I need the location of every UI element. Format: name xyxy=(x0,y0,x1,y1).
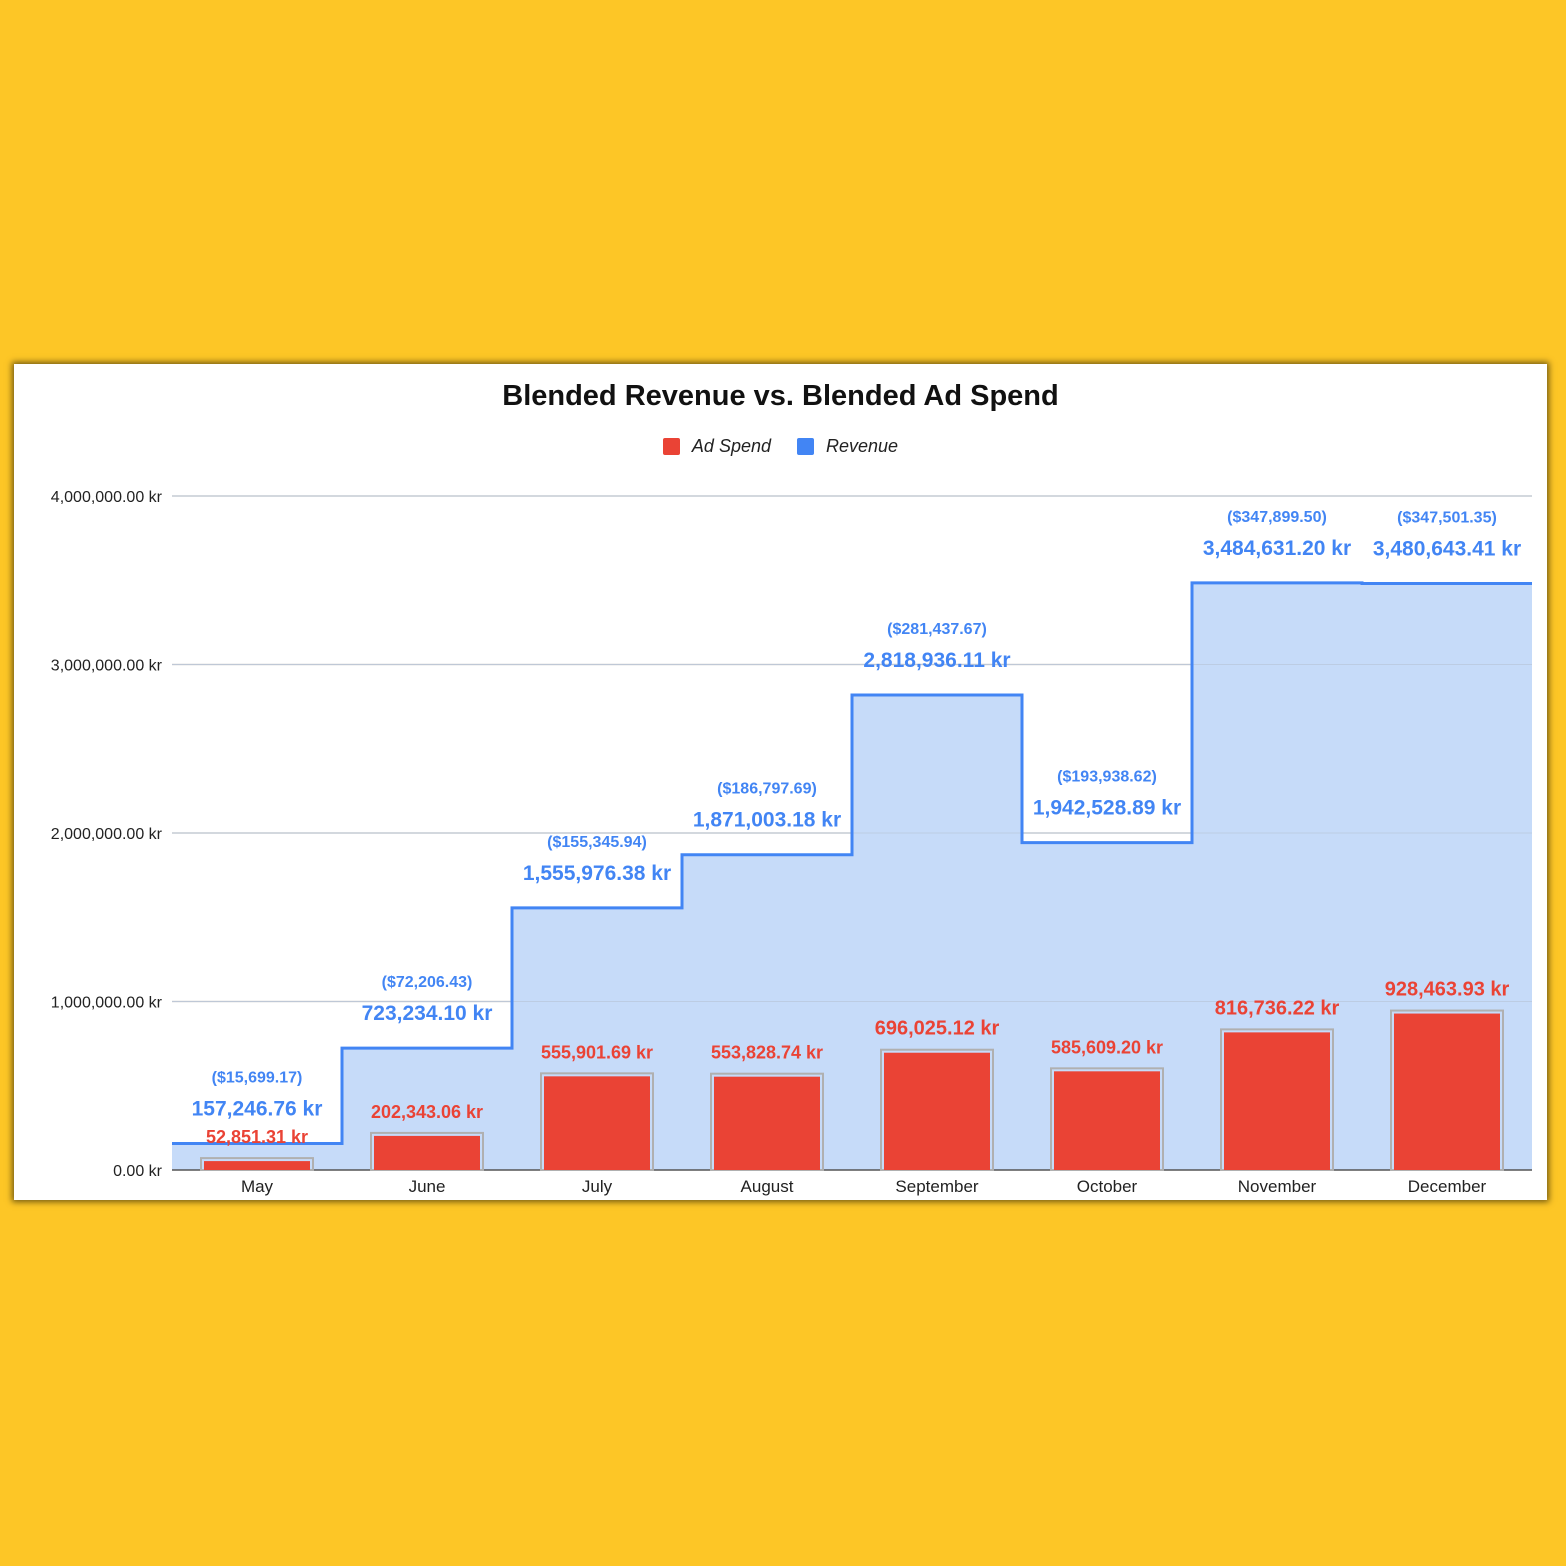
ad-spend-bar-2 xyxy=(544,1076,650,1170)
ad-spend-label-6: 816,736.22 kr xyxy=(1215,997,1340,1019)
chart-plot: 0.00 kr 1,000,000.00 kr 2,000,000.00 kr 3,0… xyxy=(51,489,1532,1196)
legend-item-ad-spend[interactable]: Ad Spend xyxy=(662,436,771,457)
ad-spend-bar-0 xyxy=(204,1161,310,1170)
x-tick-label-6: November xyxy=(1238,1177,1317,1196)
x-tick-label-4: September xyxy=(895,1177,978,1196)
ad-spend-bar-1 xyxy=(374,1135,480,1170)
legend-swatch-revenue xyxy=(797,438,814,455)
revenue-usd-label-2: ($155,345.94) xyxy=(547,834,647,851)
x-tick-label-7: December xyxy=(1408,1177,1487,1196)
ad-spend-label-0: 52,851.31 kr xyxy=(206,1127,308,1147)
chart-title: Blended Revenue vs. Blended Ad Spend xyxy=(502,380,1059,412)
ad-spend-label-2: 555,901.69 kr xyxy=(541,1042,653,1062)
ad-spend-label-7: 928,463.93 kr xyxy=(1385,979,1510,1001)
ad-spend-label-1: 202,343.06 kr xyxy=(371,1102,483,1122)
revenue-label-6: 3,484,631.20 kr xyxy=(1203,537,1351,560)
legend-swatch-ad-spend xyxy=(662,438,680,455)
revenue-label-3: 1,871,003.18 kr xyxy=(693,809,841,832)
revenue-label-4: 2,818,936.11 kr xyxy=(863,649,1010,672)
revenue-usd-label-0: ($15,699.17) xyxy=(212,1070,303,1087)
legend-item-revenue[interactable]: Revenue xyxy=(797,436,898,457)
ad-spend-bar-7 xyxy=(1394,1013,1500,1170)
x-tick-label-2: July xyxy=(582,1177,613,1196)
x-tick-label-5: October xyxy=(1077,1177,1138,1196)
x-tick-label-3: August xyxy=(741,1177,794,1196)
y-tick-label-4: 4,000,000.00 kr xyxy=(51,489,163,506)
ad-spend-bar-3 xyxy=(714,1076,820,1170)
revenue-label-2: 1,555,976.38 kr xyxy=(523,862,671,885)
revenue-line xyxy=(172,581,1532,1146)
revenue-usd-label-3: ($186,797.69) xyxy=(717,781,817,798)
revenue-label-5: 1,942,528.89 kr xyxy=(1033,797,1181,820)
legend-label-revenue: Revenue xyxy=(826,436,899,456)
ad-spend-label-3: 553,828.74 kr xyxy=(711,1043,823,1063)
y-tick-label-3: 3,000,000.00 kr xyxy=(51,658,163,675)
chart-card: 0.00 kr 1,000,000.00 kr 2,000,000.00 kr 3,0… xyxy=(14,364,1547,1200)
chart-legend: Ad Spend Revenue xyxy=(14,436,1547,457)
y-tick-label-2: 2,000,000.00 kr xyxy=(51,826,163,843)
y-tick-label-1: 1,000,000.00 kr xyxy=(51,995,163,1012)
revenue-usd-label-1: ($72,206.43) xyxy=(382,974,473,991)
ad-spend-label-4: 696,025.12 kr xyxy=(875,1018,1000,1040)
revenue-usd-label-6: ($347,899.50) xyxy=(1227,509,1327,526)
revenue-usd-label-5: ($193,938.62) xyxy=(1057,769,1157,786)
ad-spend-bar-4 xyxy=(884,1052,990,1170)
revenue-label-1: 723,234.10 kr xyxy=(362,1002,493,1025)
ad-spend-bar-5 xyxy=(1054,1071,1160,1170)
revenue-usd-label-4: ($281,437.67) xyxy=(887,621,987,638)
ad-spend-label-5: 585,609.20 kr xyxy=(1051,1037,1163,1057)
revenue-label-7: 3,480,643.41 kr xyxy=(1373,538,1521,561)
legend-label-ad-spend: Ad Spend xyxy=(691,436,771,456)
ad-spend-bar-6 xyxy=(1224,1032,1330,1170)
x-tick-label-1: June xyxy=(409,1177,446,1196)
revenue-label-0: 157,246.76 kr xyxy=(192,1098,323,1121)
y-tick-label-0: 0.00 kr xyxy=(113,1163,163,1180)
revenue-usd-label-7: ($347,501.35) xyxy=(1397,510,1497,527)
x-tick-label-0: May xyxy=(241,1177,274,1196)
